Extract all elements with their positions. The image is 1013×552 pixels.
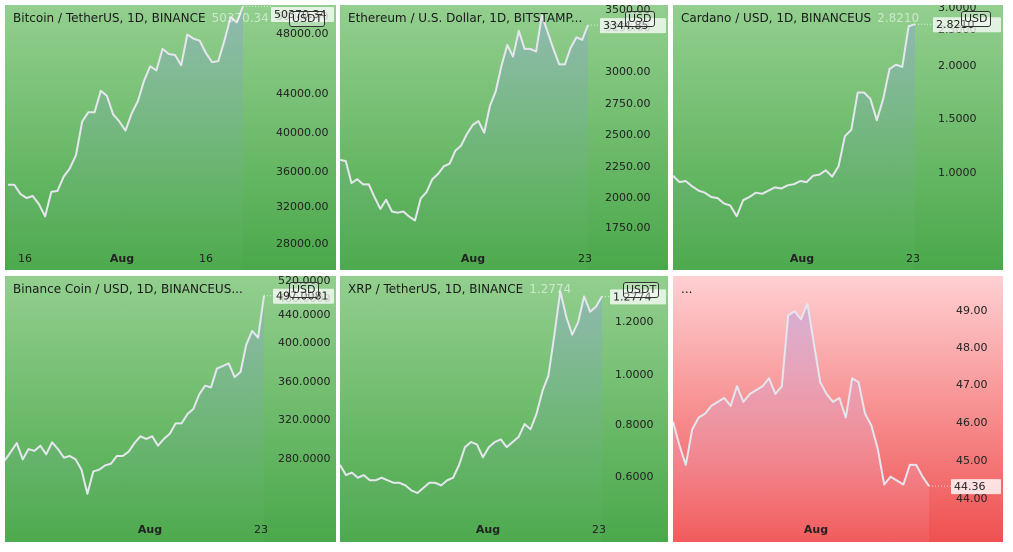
x-tick-label: 23 <box>578 252 592 265</box>
y-tick-label: 2750.00 <box>605 97 651 110</box>
x-tick-label: Aug <box>804 523 828 536</box>
y-tick-label: 3000.00 <box>605 65 651 78</box>
y-tick-label: 32000.00 <box>276 200 329 213</box>
chart-title: ... <box>681 282 692 296</box>
chart-title: Bitcoin / TetherUS, 1D, BINANCE 50370.34 <box>13 11 269 25</box>
series-area <box>8 6 243 270</box>
chart-svg: 49.00 48.00 47.00 46.00 45.00 44.00 Aug 44.36 <box>673 276 1003 542</box>
y-tick-label: 2250.00 <box>605 160 651 173</box>
chart-title: XRP / TetherUS, 1D, BINANCE 1.2774 <box>348 282 571 296</box>
y-tick-label: 1750.00 <box>605 221 651 234</box>
last-price-box <box>951 479 1001 495</box>
chart-title: Cardano / USD, 1D, BINANCEUS 2.8210 <box>681 11 919 25</box>
y-tick-label: 1.0000 <box>615 368 654 381</box>
currency-unit-badge[interactable]: USD <box>289 282 319 298</box>
series-line <box>8 5 244 218</box>
x-tick-label: Aug <box>476 523 500 536</box>
chart-title: Binance Coin / USD, 1D, BINANCEUS... <box>13 282 243 296</box>
y-tick-label: 2500.00 <box>605 128 651 141</box>
last-price-label: 2.8210 <box>936 18 975 31</box>
y-tick-label: 1.0000 <box>938 166 977 179</box>
x-tick-label: 23 <box>254 523 268 536</box>
y-tick-label: 46.00 <box>956 416 988 429</box>
title-last-value: 1.2774 <box>529 282 572 296</box>
chart-svg: 520.0000480.0000440.0000400.0000360.0000… <box>5 276 336 542</box>
y-tick-label: 2.0000 <box>938 59 977 72</box>
currency-unit-badge[interactable]: USD <box>961 11 991 27</box>
series-area <box>673 24 915 270</box>
y-tick-label: 48.00 <box>956 341 988 354</box>
y-tick-label: 3.0000 <box>938 5 977 14</box>
x-tick-label: Aug <box>790 252 814 265</box>
x-tick-label: Aug <box>110 252 134 265</box>
y-tick-label: 44000.00 <box>276 87 329 100</box>
last-price-box <box>933 17 1001 33</box>
currency-unit-badge[interactable]: USDT <box>623 282 660 298</box>
chart-panel-2[interactable]: 3500.003250.003000.002750.002500.002250.… <box>340 5 668 270</box>
chart-panel-5[interactable]: 1.2000 1.0000 0.8000 0.6000 Aug 23 1.2774 XRP /… <box>340 276 668 542</box>
y-tick-label: 280.0000 <box>278 452 331 465</box>
x-tick-label: 16 <box>18 252 32 265</box>
chart-svg: 50000.0048000.0044000.0040000.0036000.00… <box>5 5 336 270</box>
title-last-value: 50370.34 <box>211 11 269 25</box>
y-tick-label: 0.8000 <box>615 418 654 431</box>
title-last-value: 2.8210 <box>877 11 920 25</box>
y-tick-label: 36000.00 <box>276 165 329 178</box>
y-tick-label: 0.6000 <box>615 470 654 483</box>
y-tick-label: 400.0000 <box>278 336 331 349</box>
x-tick-label: 23 <box>906 252 920 265</box>
y-tick-label: 360.0000 <box>278 375 331 388</box>
last-price-label: 44.36 <box>954 480 986 493</box>
series-line <box>5 295 265 495</box>
chart-title-text: Ethereum / U.S. Dollar, 1D, BITSTAMP... <box>348 11 583 25</box>
y-tick-label: 3500.00 <box>605 5 651 16</box>
chart-title-text: Binance Coin / USD, 1D, BINANCEUS... <box>13 282 243 296</box>
currency-unit-badge[interactable]: USDT <box>289 11 326 27</box>
series-line <box>673 302 930 487</box>
last-price-box <box>273 288 334 304</box>
y-tick-label: 40000.00 <box>276 126 329 139</box>
series-area <box>5 295 264 542</box>
chart-svg: 1.2000 1.0000 0.8000 0.6000 Aug 23 1.2774 <box>340 276 668 542</box>
chart-svg: 3500.003250.003000.002750.002500.002250.… <box>340 5 668 270</box>
y-tick-label: 45.00 <box>956 454 988 467</box>
x-tick-label: 16 <box>199 252 213 265</box>
x-tick-label: 23 <box>592 523 606 536</box>
y-tick-label: 47.00 <box>956 378 988 391</box>
chart-title-text: Cardano / USD, 1D, BINANCEUS <box>681 11 872 25</box>
y-tick-label: 1.2000 <box>615 315 654 328</box>
y-tick-label: 28000.00 <box>276 237 329 250</box>
chart-panel-1[interactable]: 50000.0048000.0044000.0040000.0036000.00… <box>5 5 336 270</box>
y-tick-label: 520.0000 <box>278 276 331 287</box>
x-tick-label: Aug <box>138 523 162 536</box>
series-area <box>673 303 929 542</box>
y-tick-label: 2000.00 <box>605 191 651 204</box>
chart-title: Ethereum / U.S. Dollar, 1D, BITSTAMP... <box>348 11 582 25</box>
chart-title-text: ... <box>681 282 693 296</box>
chart-title-text: XRP / TetherUS, 1D, BINANCE <box>348 282 524 296</box>
chart-panel-4[interactable]: 520.0000480.0000440.0000400.0000360.0000… <box>5 276 336 542</box>
chart-panel-6[interactable]: 49.00 48.00 47.00 46.00 45.00 44.00 Aug 44.36..… <box>673 276 1003 542</box>
y-tick-label: 440.0000 <box>278 308 331 321</box>
y-tick-label: 49.00 <box>956 304 988 317</box>
chart-svg: 3.00002.50002.00001.50001.0000Aug232.821… <box>673 5 1003 270</box>
series-area <box>340 15 588 270</box>
y-tick-label: 1.5000 <box>938 112 977 125</box>
series-line <box>673 23 916 218</box>
y-tick-label: 320.0000 <box>278 413 331 426</box>
y-tick-label: 44.00 <box>956 492 988 505</box>
chart-panel-3[interactable]: 3.00002.50002.00001.50001.0000Aug232.821… <box>673 5 1003 270</box>
y-tick-label: 48000.00 <box>276 27 329 40</box>
currency-unit-badge[interactable]: USD <box>625 11 655 27</box>
x-tick-label: Aug <box>461 252 485 265</box>
last-price-box <box>600 18 666 34</box>
chart-title-text: Bitcoin / TetherUS, 1D, BINANCE <box>13 11 206 25</box>
last-price-label: 1.2774 <box>613 290 652 303</box>
series-line <box>340 14 589 222</box>
last-price-box <box>271 7 334 22</box>
series-area <box>340 291 602 542</box>
series-line <box>340 290 603 494</box>
